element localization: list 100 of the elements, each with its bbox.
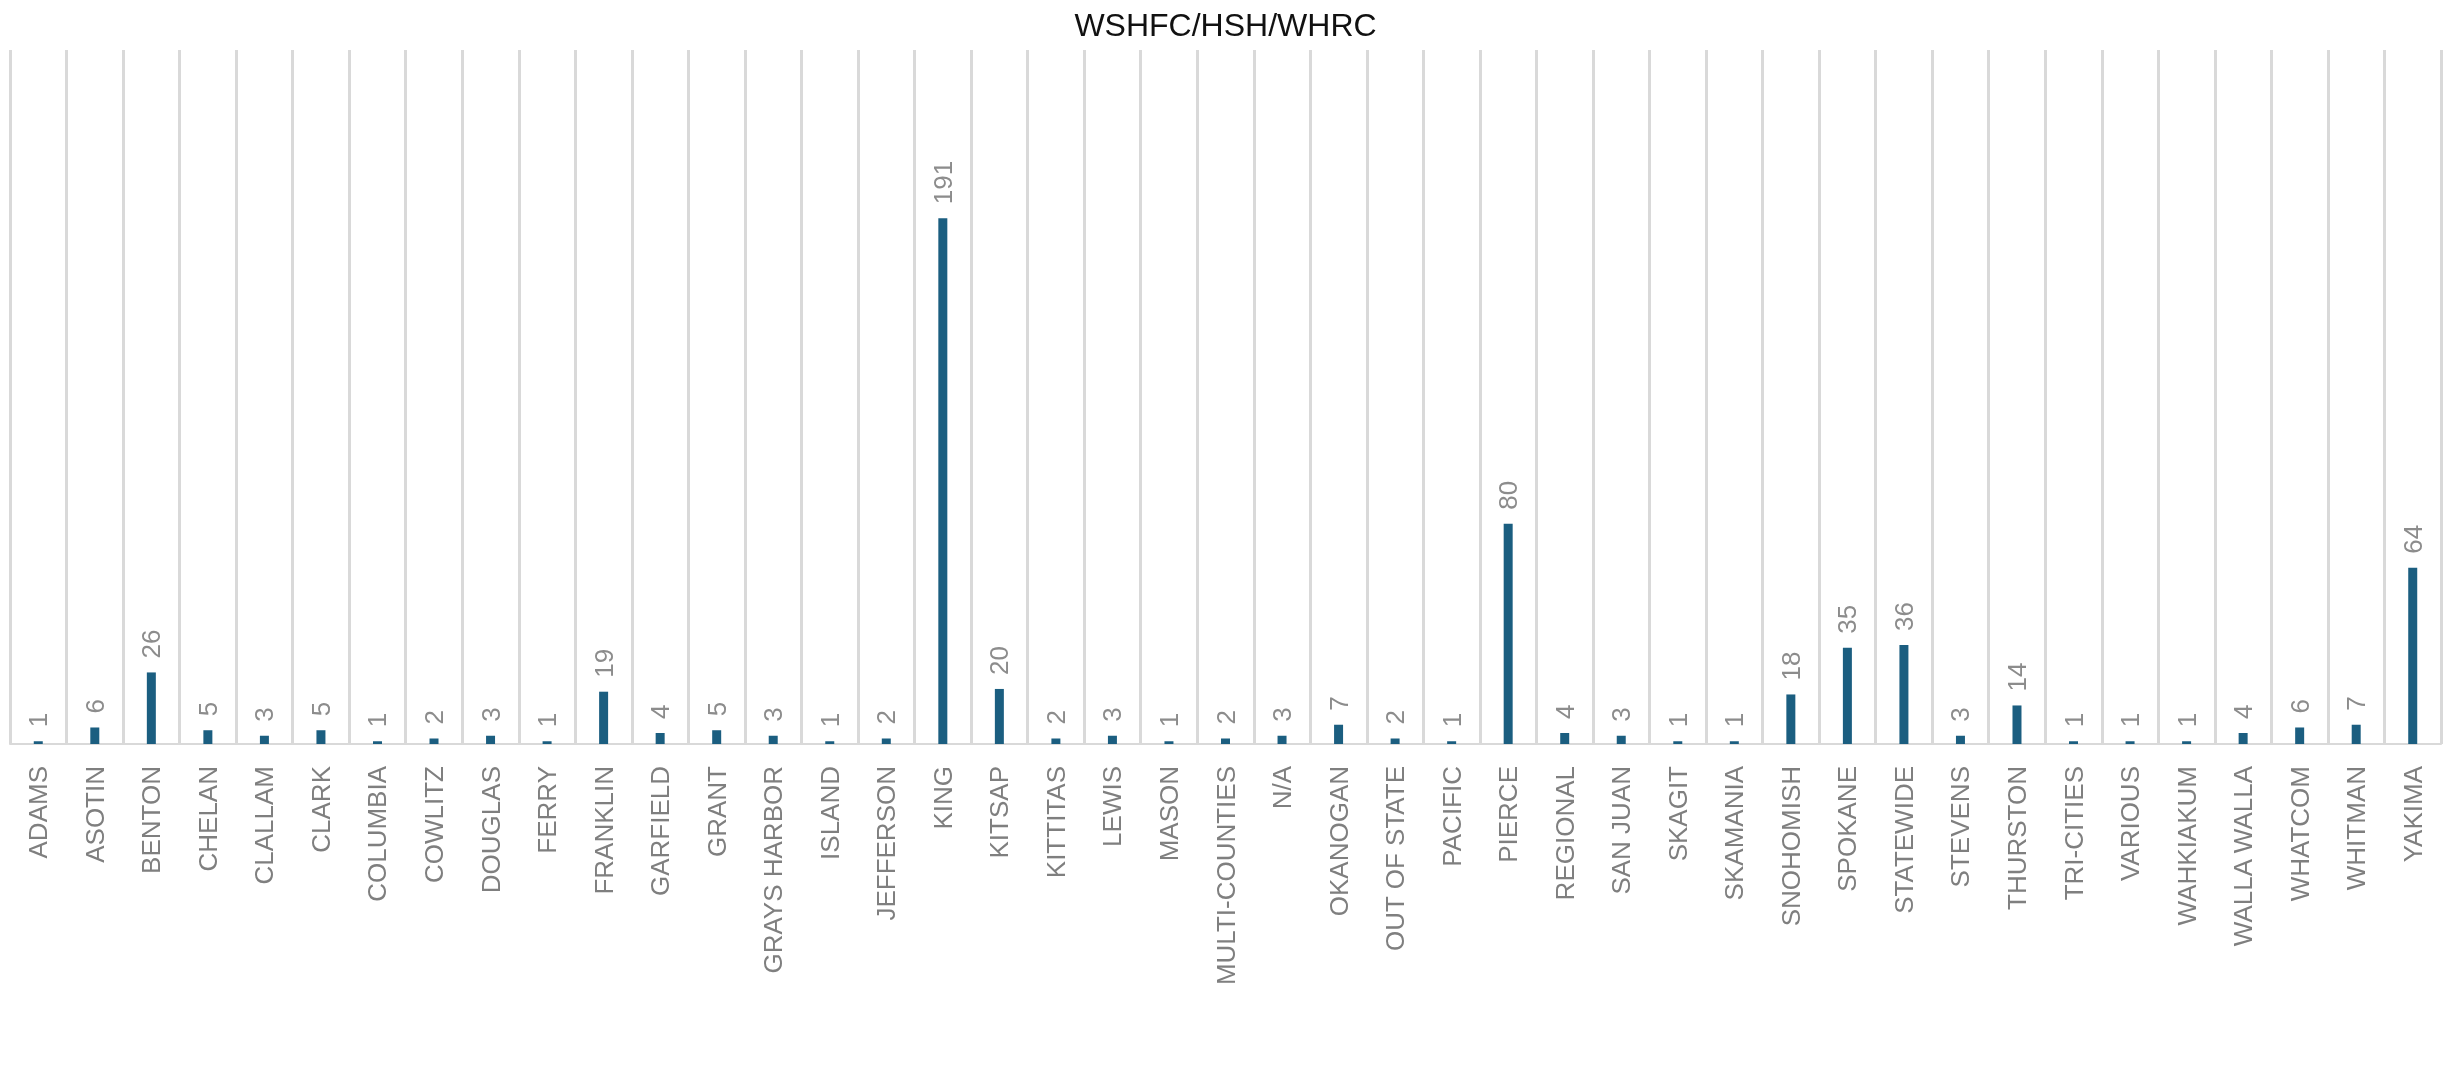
- bar: [655, 732, 665, 744]
- x-tick-label: OKANOGAN: [1323, 766, 1354, 917]
- data-label: 3: [1267, 707, 1298, 722]
- x-tick-label: KING: [927, 766, 958, 830]
- x-tick-label: ASOTIN: [79, 766, 110, 863]
- data-label: 4: [2228, 704, 2259, 719]
- bar: [2238, 732, 2248, 744]
- data-label: 1: [1153, 712, 1184, 728]
- x-tick-label: WAHKIAKUM: [2171, 766, 2202, 926]
- bar: [994, 688, 1004, 744]
- bar: [1673, 741, 1683, 744]
- data-label: 191: [927, 160, 958, 205]
- x-tick-label: MASON: [1153, 766, 1184, 862]
- x-tick-label: DOUGLAS: [475, 766, 506, 894]
- x-tick-label: WALLA WALLA: [2228, 765, 2259, 947]
- data-label: 19: [588, 648, 619, 678]
- x-tick-label: THURSTON: [2001, 766, 2032, 910]
- bar: [2408, 567, 2418, 744]
- data-label: 2: [1380, 710, 1411, 725]
- bar: [2069, 741, 2079, 744]
- data-label: 5: [701, 701, 732, 717]
- x-tick-label: JEFFERSON: [871, 766, 902, 921]
- chart-title: WSHFC/HSH/WHRC: [1074, 7, 1377, 43]
- data-label: 36: [1888, 601, 1919, 631]
- bar: [768, 735, 778, 744]
- data-label: 1: [2171, 712, 2202, 728]
- data-label: 5: [192, 701, 223, 717]
- bar: [1221, 738, 1230, 744]
- data-label: 3: [249, 707, 280, 722]
- data-label: 7: [1323, 696, 1354, 711]
- bar: [1616, 735, 1626, 744]
- bar: [712, 730, 722, 744]
- bar: [2125, 741, 2135, 744]
- data-label: 2: [1040, 710, 1071, 725]
- x-tick-label: BENTON: [136, 766, 167, 874]
- x-tick-label: CLALLAM: [249, 766, 280, 885]
- data-label: 80: [1493, 480, 1524, 510]
- data-label: 3: [1097, 707, 1128, 722]
- x-tick-label: STEVENS: [1945, 766, 1976, 888]
- x-tick-label: SAN JUAN: [1606, 766, 1637, 895]
- x-tick-label: KITSAP: [984, 766, 1015, 859]
- data-label: 1: [23, 712, 54, 728]
- bar: [372, 741, 382, 744]
- data-label: 18: [1775, 651, 1806, 681]
- x-tick-label: TRI-CITIES: [2058, 766, 2089, 901]
- data-label: 3: [1945, 707, 1976, 722]
- bar: [2351, 724, 2361, 744]
- bar: [259, 735, 269, 744]
- x-tick-label: REGIONAL: [1549, 766, 1580, 901]
- bar: [2182, 741, 2192, 744]
- x-tick-label: ISLAND: [814, 766, 845, 860]
- bar: [429, 738, 439, 744]
- x-tick-label: CLARK: [305, 765, 336, 853]
- bar: [203, 730, 213, 744]
- bar: [90, 727, 100, 744]
- x-tick-label: YAKIMA: [2397, 765, 2428, 863]
- data-label: 4: [1549, 704, 1580, 719]
- bar: [1560, 732, 1570, 744]
- bar: [1334, 724, 1344, 744]
- data-label: 35: [1832, 604, 1863, 634]
- data-label: 64: [2397, 524, 2428, 554]
- data-label: 5: [305, 701, 336, 717]
- data-label: 1: [362, 712, 393, 728]
- x-tick-label: PIERCE: [1493, 766, 1524, 863]
- data-label: 2: [1210, 710, 1241, 725]
- bar: [1899, 644, 1909, 744]
- bar: [599, 691, 609, 744]
- x-tick-label: SKAMANIA: [1719, 765, 1750, 901]
- bar: [1503, 523, 1513, 744]
- x-tick-label: WHATCOM: [2284, 766, 2315, 902]
- bar: [1277, 735, 1287, 744]
- bar: [1447, 741, 1457, 744]
- x-tick-label: N/A: [1267, 765, 1298, 810]
- x-tick-label: WHITMAN: [2341, 766, 2372, 891]
- bar: [1729, 741, 1739, 744]
- data-label: 26: [136, 629, 167, 659]
- data-label: 1: [532, 712, 563, 728]
- data-label: 2: [871, 710, 902, 725]
- data-label: 1: [814, 712, 845, 728]
- x-tick-label: VARIOUS: [2115, 766, 2146, 882]
- data-label: 14: [2001, 662, 2032, 692]
- data-label: 1: [1662, 712, 1693, 728]
- bar: [1955, 735, 1965, 744]
- x-tick-label: KITTITAS: [1040, 766, 1071, 879]
- x-tick-label: LEWIS: [1097, 766, 1128, 847]
- bar: [1107, 735, 1117, 744]
- bar: [316, 730, 326, 744]
- data-label: 3: [1606, 707, 1637, 722]
- x-tick-label: STATEWIDE: [1888, 766, 1919, 914]
- x-tick-label: ADAMS: [23, 766, 54, 859]
- bar: [486, 735, 496, 744]
- bar: [2295, 727, 2305, 744]
- data-label: 7: [2341, 696, 2372, 711]
- x-tick-label: GRAYS HARBOR: [758, 766, 789, 974]
- x-tick-label: CHELAN: [192, 766, 223, 872]
- x-tick-label: MULTI-COUNTIES: [1210, 766, 1241, 986]
- bar: [1842, 647, 1852, 744]
- bar: [938, 218, 948, 744]
- data-label: 3: [758, 707, 789, 722]
- x-tick-label: OUT OF STATE: [1380, 766, 1411, 951]
